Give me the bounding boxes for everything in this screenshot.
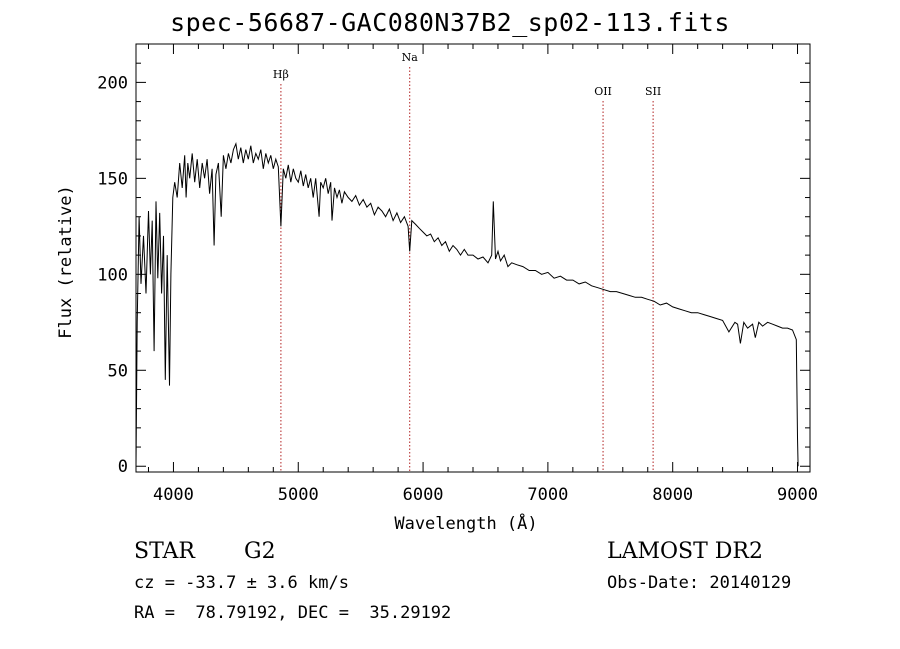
x-tick-label: 7000	[527, 485, 568, 505]
spectrum-line	[135, 142, 799, 467]
chart-title: spec-56687-GAC080N37B2_sp02-113.fits	[170, 8, 730, 37]
y-tick-label: 100	[97, 265, 128, 285]
observation-date: Obs-Date: 20140129	[607, 573, 792, 593]
x-tick-label: 9000	[777, 485, 818, 505]
y-axis-label: Flux (relative)	[56, 185, 76, 339]
axis-ticks: 4000 5000 6000 7000 8000 9000 0 50 100 150 200	[97, 44, 818, 505]
x-tick-label: 8000	[652, 485, 693, 505]
line-marker-label: SII	[645, 85, 661, 98]
survey-name: LAMOST DR2	[607, 539, 763, 564]
line-marker-label: Hβ	[273, 68, 289, 81]
y-tick-label: 200	[97, 73, 128, 93]
axes-frame	[135, 43, 811, 473]
y-tick-label: 150	[97, 169, 128, 189]
x-tick-label: 5000	[278, 485, 319, 505]
radial-velocity: cz = -33.7 ± 3.6 km/s	[134, 573, 349, 593]
object-class: STAR	[134, 539, 195, 564]
y-tick-label: 50	[108, 361, 128, 381]
x-axis-label: Wavelength (Å)	[394, 512, 537, 534]
line-markers: Hβ Na OII SII	[273, 51, 661, 472]
x-tick-label: 6000	[403, 485, 444, 505]
object-subclass: G2	[244, 539, 276, 564]
line-marker-label: Na	[402, 51, 419, 64]
coordinates: RA = 78.79192, DEC = 35.29192	[134, 603, 452, 623]
line-marker-label: OII	[594, 85, 612, 98]
y-tick-label: 0	[118, 457, 128, 477]
x-tick-label: 4000	[153, 485, 194, 505]
